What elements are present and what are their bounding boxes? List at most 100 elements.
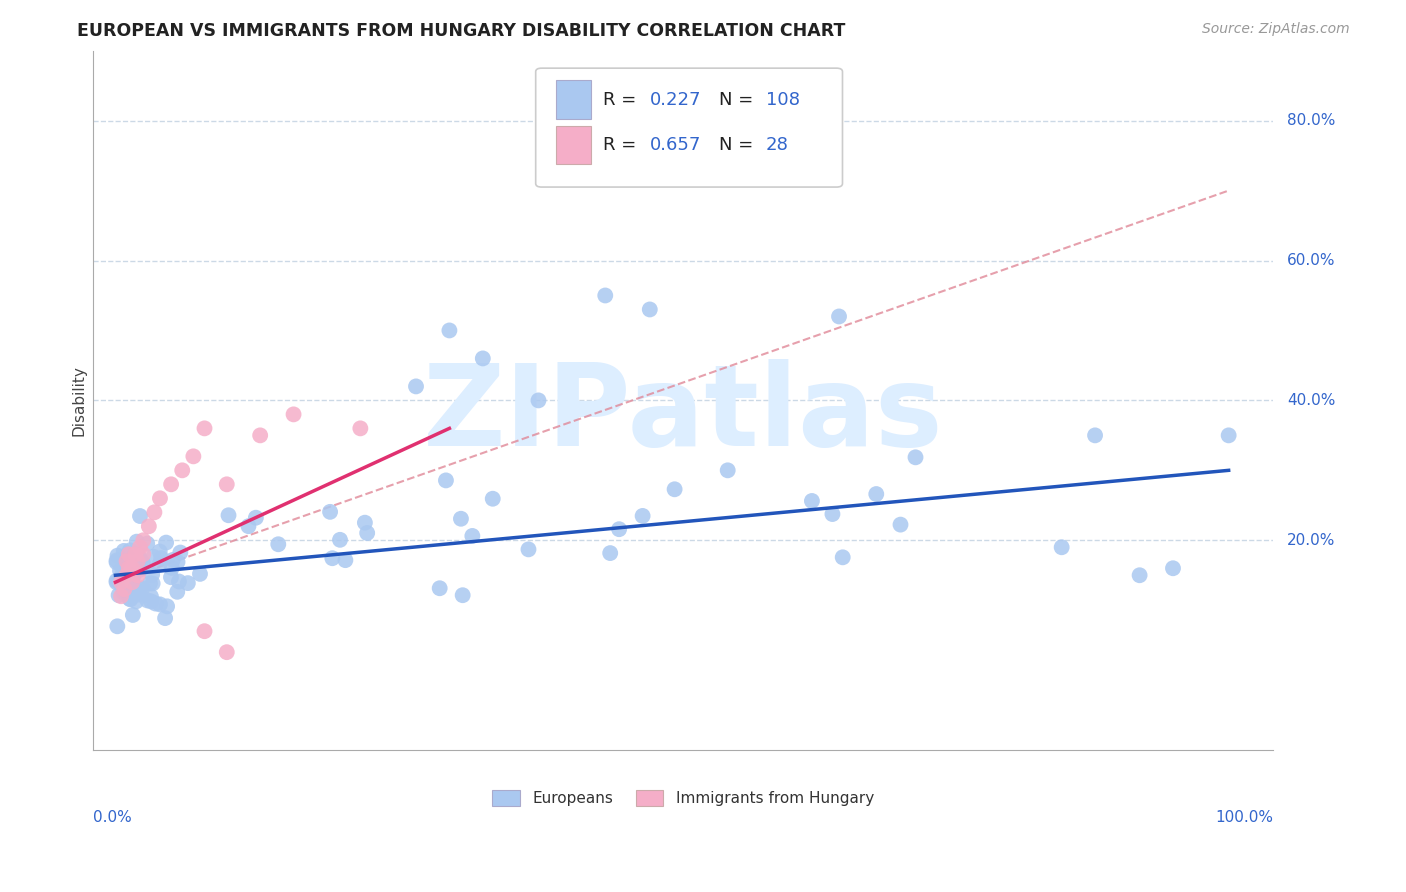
Point [865, 487, 887, 501]
Point [105, 553, 128, 567]
Point [166, 555, 188, 569]
Point [183, 450, 205, 464]
Point [451, 588, 474, 602]
Point [105, 574, 128, 588]
Y-axis label: Disability: Disability [72, 365, 86, 436]
Point [121, 574, 143, 589]
Text: ZIPatlas: ZIPatlas [423, 359, 943, 470]
Point [461, 529, 484, 543]
Point [450, 512, 472, 526]
Text: 80.0%: 80.0% [1288, 113, 1336, 128]
Point [136, 536, 159, 550]
Point [155, 535, 177, 549]
Point [121, 573, 143, 587]
Point [904, 450, 927, 465]
Point [127, 554, 149, 568]
Point [1084, 428, 1107, 442]
Point [121, 561, 143, 575]
Point [162, 553, 184, 567]
Point [118, 561, 141, 575]
Point [267, 537, 290, 551]
Point [405, 379, 427, 393]
Text: 108: 108 [766, 91, 800, 109]
Text: 0.227: 0.227 [650, 91, 702, 109]
Point [1161, 561, 1184, 575]
Text: 20.0%: 20.0% [1288, 533, 1336, 548]
Point [145, 597, 167, 611]
Point [831, 550, 853, 565]
Point [118, 591, 141, 606]
Point [238, 519, 260, 533]
Point [593, 288, 616, 302]
Point [139, 594, 162, 608]
Point [139, 576, 162, 591]
Point [828, 310, 851, 324]
Point [631, 508, 654, 523]
Text: R =: R = [603, 136, 643, 154]
Text: 0.657: 0.657 [650, 136, 702, 154]
Point [193, 421, 215, 435]
Text: 100.0%: 100.0% [1215, 810, 1274, 824]
Point [117, 566, 139, 581]
Point [156, 599, 179, 614]
Point [717, 463, 740, 477]
Point [471, 351, 494, 366]
Point [141, 567, 163, 582]
Point [821, 507, 844, 521]
Point [160, 570, 183, 584]
Point [129, 563, 152, 577]
Point [110, 589, 132, 603]
Point [215, 645, 238, 659]
Point [177, 576, 200, 591]
Point [129, 509, 152, 524]
Point [108, 574, 131, 589]
Point [517, 542, 540, 557]
Point [121, 569, 143, 583]
Point [638, 302, 661, 317]
Point [167, 574, 190, 589]
Point [129, 541, 152, 555]
Point [607, 522, 630, 536]
Point [111, 566, 134, 581]
Point [128, 585, 150, 599]
Point [117, 582, 139, 597]
Point [136, 593, 159, 607]
Point [142, 576, 165, 591]
Point [349, 421, 371, 435]
Point [283, 408, 305, 422]
Point [249, 428, 271, 442]
Point [1218, 428, 1240, 442]
Point [169, 545, 191, 559]
Point [122, 550, 145, 565]
Point [160, 561, 183, 575]
Point [105, 619, 128, 633]
Point [481, 491, 503, 506]
Legend: Europeans, Immigrants from Hungary: Europeans, Immigrants from Hungary [486, 784, 880, 813]
Point [115, 568, 138, 582]
Point [439, 323, 461, 337]
Text: N =: N = [718, 91, 759, 109]
Point [118, 565, 141, 579]
Point [149, 544, 172, 558]
Point [107, 588, 129, 602]
Point [121, 607, 143, 622]
Point [131, 555, 153, 569]
Point [112, 585, 135, 599]
Point [105, 555, 128, 569]
Text: N =: N = [718, 136, 759, 154]
Point [329, 533, 352, 547]
Point [121, 571, 143, 585]
Point [117, 575, 139, 590]
Point [193, 624, 215, 639]
Point [127, 568, 149, 582]
Point [132, 533, 155, 548]
Point [889, 517, 911, 532]
Point [112, 582, 135, 597]
Point [124, 547, 146, 561]
Point [143, 505, 166, 519]
FancyBboxPatch shape [555, 80, 591, 119]
Point [128, 550, 150, 565]
Point [117, 558, 139, 573]
Point [800, 494, 823, 508]
Point [112, 544, 135, 558]
